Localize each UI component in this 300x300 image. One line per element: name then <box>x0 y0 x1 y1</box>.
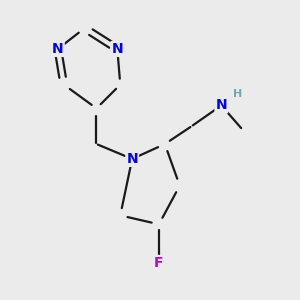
Text: N: N <box>112 42 123 56</box>
Text: F: F <box>154 256 164 270</box>
Text: N: N <box>126 152 138 166</box>
Text: H: H <box>233 88 242 98</box>
Text: N: N <box>215 98 227 112</box>
Text: N: N <box>52 42 64 56</box>
